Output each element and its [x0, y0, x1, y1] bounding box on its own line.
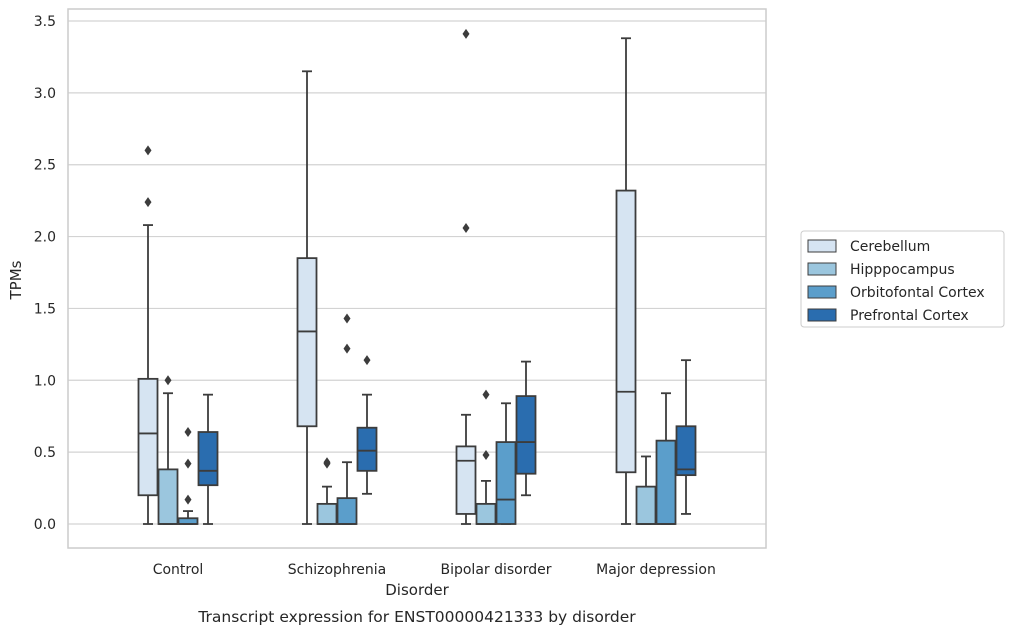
outlier-point	[462, 28, 470, 39]
box	[675, 425, 697, 477]
box	[316, 502, 338, 525]
legend-label: Cerebellum	[850, 239, 930, 255]
y-tick-label: 0.0	[34, 517, 56, 533]
box-group	[336, 313, 358, 525]
box-group	[475, 389, 497, 525]
outlier-point	[323, 457, 331, 468]
box	[475, 502, 497, 525]
box-group	[455, 28, 477, 525]
y-tick-label: 1.0	[34, 373, 56, 389]
outlier-point	[164, 375, 172, 386]
outlier-point	[343, 313, 351, 324]
outlier-point	[363, 355, 371, 366]
y-tick-label: 2.0	[34, 230, 56, 246]
box	[455, 445, 477, 515]
legend-swatch	[807, 262, 837, 276]
x-tick-label: Control	[153, 562, 204, 578]
legend-swatch	[807, 308, 837, 322]
box	[655, 439, 677, 525]
legend-frame	[800, 230, 1005, 328]
legend-label: Prefrontal Cortex	[850, 308, 969, 324]
plot-frame	[67, 8, 767, 549]
y-tick-label: 2.5	[34, 158, 56, 174]
box	[615, 189, 637, 474]
outlier-point	[343, 343, 351, 354]
y-tick-label: 1.5	[34, 301, 56, 317]
x-tick-label: Bipolar disorder	[440, 562, 551, 578]
gridlines	[68, 20, 766, 525]
y-tick-label: 3.0	[34, 86, 56, 102]
box	[296, 257, 318, 428]
outlier-point	[462, 222, 470, 233]
box-group	[197, 393, 219, 525]
legend-swatch	[807, 239, 837, 253]
outlier-point	[144, 145, 152, 156]
outlier-point	[184, 427, 192, 438]
box-group	[356, 355, 378, 495]
box-plots	[137, 28, 697, 525]
outlier-point	[144, 197, 152, 208]
legend-label: Orbitofontal Cortex	[850, 285, 985, 301]
box-group	[675, 359, 697, 515]
y-tick-label: 0.5	[34, 445, 56, 461]
y-tick-label: 3.5	[34, 14, 56, 30]
x-axis-ticks: Control Schizophrenia Bipolar disorder Majo…	[153, 562, 716, 578]
box	[157, 468, 179, 525]
box-group	[316, 457, 338, 525]
y-axis-ticks: 0.0 0.5 1.0 1.5 2.0 2.5 3.0 3.5	[34, 14, 56, 533]
outlier-point	[184, 458, 192, 469]
box	[137, 377, 159, 497]
chart-caption: Transcript expression for ENST0000042133…	[197, 608, 636, 626]
x-tick-label: Schizophrenia	[288, 562, 386, 578]
box	[515, 395, 537, 475]
box-group	[655, 392, 677, 525]
box	[635, 485, 657, 525]
box-group	[177, 427, 199, 525]
x-tick-label: Major depression	[596, 562, 716, 578]
box-group	[635, 455, 657, 525]
box	[336, 497, 358, 525]
box-group	[137, 145, 159, 525]
box-group	[157, 375, 179, 525]
box	[197, 431, 219, 487]
x-axis-label: Disorder	[385, 581, 449, 599]
outlier-point	[482, 389, 490, 400]
outlier-point	[184, 494, 192, 505]
box	[356, 426, 378, 472]
box-group	[515, 360, 537, 497]
legend-label: Hipppocampus	[850, 262, 955, 278]
box-group	[615, 37, 637, 525]
y-axis-label: TPMs	[7, 260, 25, 300]
box-group	[495, 402, 517, 525]
legend: Cerebellum Hipppocampus Orbitofontal Corte…	[800, 230, 1005, 328]
box-group	[296, 70, 318, 525]
outlier-point	[482, 450, 490, 461]
box	[495, 441, 517, 525]
legend-swatch	[807, 285, 837, 299]
